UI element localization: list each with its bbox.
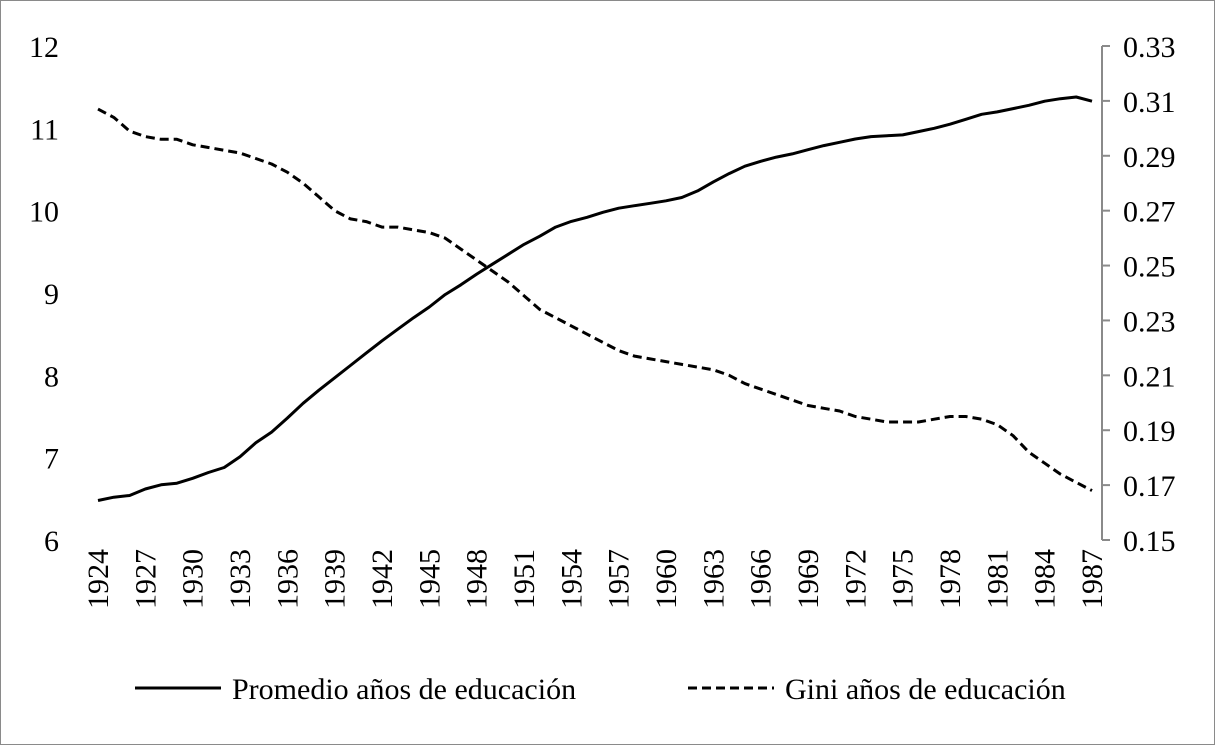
series-layer [97,95,1093,502]
x-tick-label: 1987 [1076,549,1109,609]
x-tick-label: 1942 [366,549,399,609]
left-tick-label: 10 [29,196,59,229]
x-tick-label: 1966 [745,549,778,609]
left-tick-label: 9 [44,278,59,311]
x-axis: 1924 1927 1930 1933 1936 1939 1942 1945 1948 1951… [82,549,1109,609]
x-tick-label: 1939 [319,549,352,609]
right-tick-label: 0.21 [1123,360,1176,393]
right-tick-label: 0.25 [1123,251,1176,284]
x-tick-label: 1963 [697,549,730,609]
left-tick-label: 12 [29,31,59,64]
left-tick-label: 6 [44,525,59,558]
x-tick-label: 1927 [129,549,162,609]
x-tick-label: 1930 [177,549,210,609]
x-tick-label: 1960 [650,549,683,609]
x-tick-label: 1984 [1029,549,1062,609]
left-tick-label: 8 [44,360,59,393]
legend: Promedio años de educación Gini años de e… [135,673,1066,706]
x-tick-label: 1936 [271,549,304,609]
x-tick-label: 1951 [508,549,541,609]
right-tick-label: 0.29 [1123,141,1176,174]
x-tick-label: 1981 [981,549,1014,609]
right-tick-label: 0.19 [1123,415,1176,448]
right-tick-label: 0.15 [1123,525,1176,558]
x-tick-label: 1945 [413,549,446,609]
right-tick-label: 0.17 [1123,470,1176,503]
left-tick-label: 7 [44,443,59,476]
x-tick-label: 1969 [792,549,825,609]
left-axis: 6 7 8 9 10 11 12 [29,31,59,558]
x-tick-label: 1972 [839,549,872,609]
right-tick-label: 0.33 [1123,31,1176,64]
x-tick-label: 1933 [224,549,257,609]
gini-series-line [97,107,1093,492]
left-tick-label: 11 [30,113,59,146]
legend-label: Promedio años de educación [232,673,576,706]
x-tick-label: 1924 [82,549,115,609]
x-tick-label: 1948 [461,549,494,609]
x-tick-label: 1954 [555,549,588,609]
x-tick-label: 1978 [934,549,967,609]
right-axis: 0.15 0.17 0.19 0.21 0.23 0.25 0.27 0.29 0.31 0.33 [1101,31,1176,558]
x-tick-label: 1957 [603,549,636,609]
right-tick-label: 0.31 [1123,86,1176,119]
legend-label: Gini años de educación [785,673,1066,706]
right-tick-label: 0.23 [1123,305,1176,338]
x-tick-label: 1975 [887,549,920,609]
average-series-line [97,95,1093,502]
right-tick-label: 0.27 [1123,196,1176,229]
